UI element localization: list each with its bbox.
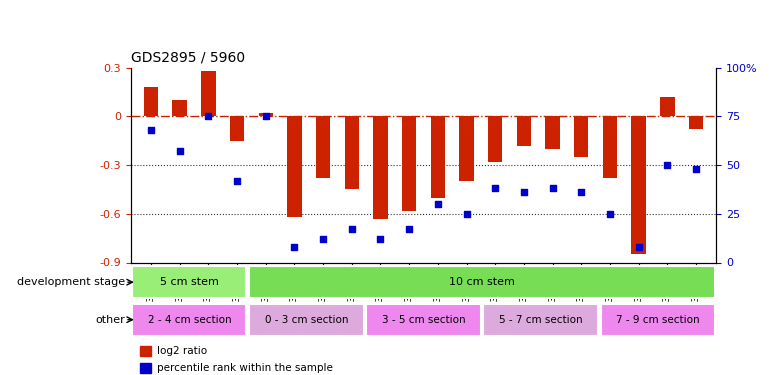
Point: [661, 162, 674, 168]
Point: [403, 226, 415, 232]
FancyBboxPatch shape: [601, 304, 715, 336]
Bar: [201, 71, 216, 116]
Text: percentile rank within the sample: percentile rank within the sample: [157, 363, 333, 373]
Point: [517, 189, 530, 195]
Text: 5 cm stem: 5 cm stem: [160, 277, 219, 287]
Bar: [488, 116, 502, 162]
FancyBboxPatch shape: [249, 304, 363, 336]
Bar: [631, 116, 646, 254]
Text: 0 - 3 cm section: 0 - 3 cm section: [265, 315, 348, 325]
Text: other: other: [95, 315, 125, 325]
FancyBboxPatch shape: [367, 304, 480, 336]
Point: [173, 148, 186, 154]
Point: [432, 201, 444, 207]
Text: 3 - 5 cm section: 3 - 5 cm section: [382, 315, 465, 325]
Bar: [660, 97, 675, 116]
Point: [547, 185, 559, 191]
Point: [346, 226, 358, 232]
Point: [145, 127, 157, 133]
Bar: [545, 116, 560, 149]
Point: [259, 113, 272, 119]
FancyBboxPatch shape: [132, 304, 246, 336]
Bar: [259, 113, 273, 116]
Point: [690, 166, 702, 172]
Point: [203, 113, 215, 119]
Bar: [574, 116, 588, 157]
Point: [460, 211, 473, 217]
Text: 10 cm stem: 10 cm stem: [449, 277, 515, 287]
Point: [231, 178, 243, 184]
Text: 2 - 4 cm section: 2 - 4 cm section: [148, 315, 231, 325]
Bar: [689, 116, 703, 129]
Point: [374, 236, 387, 242]
FancyBboxPatch shape: [484, 304, 598, 336]
Text: development stage: development stage: [17, 277, 125, 287]
Point: [288, 244, 300, 250]
Bar: [230, 116, 244, 141]
Text: log2 ratio: log2 ratio: [157, 346, 207, 356]
Point: [317, 236, 330, 242]
Bar: [139, 346, 152, 356]
Text: GDS2895 / 5960: GDS2895 / 5960: [131, 51, 245, 65]
Bar: [430, 116, 445, 198]
Text: 7 - 9 cm section: 7 - 9 cm section: [616, 315, 699, 325]
Bar: [172, 100, 187, 116]
FancyBboxPatch shape: [132, 266, 246, 298]
FancyBboxPatch shape: [249, 266, 715, 298]
Point: [632, 244, 644, 250]
Bar: [139, 363, 152, 373]
Bar: [373, 116, 387, 219]
Bar: [345, 116, 359, 189]
Bar: [316, 116, 330, 178]
Point: [489, 185, 501, 191]
Bar: [460, 116, 474, 181]
Bar: [144, 87, 158, 116]
Text: 5 - 7 cm section: 5 - 7 cm section: [499, 315, 582, 325]
Point: [604, 211, 616, 217]
Bar: [603, 116, 617, 178]
Bar: [287, 116, 302, 217]
Bar: [517, 116, 531, 146]
Point: [575, 189, 588, 195]
Bar: [402, 116, 417, 210]
